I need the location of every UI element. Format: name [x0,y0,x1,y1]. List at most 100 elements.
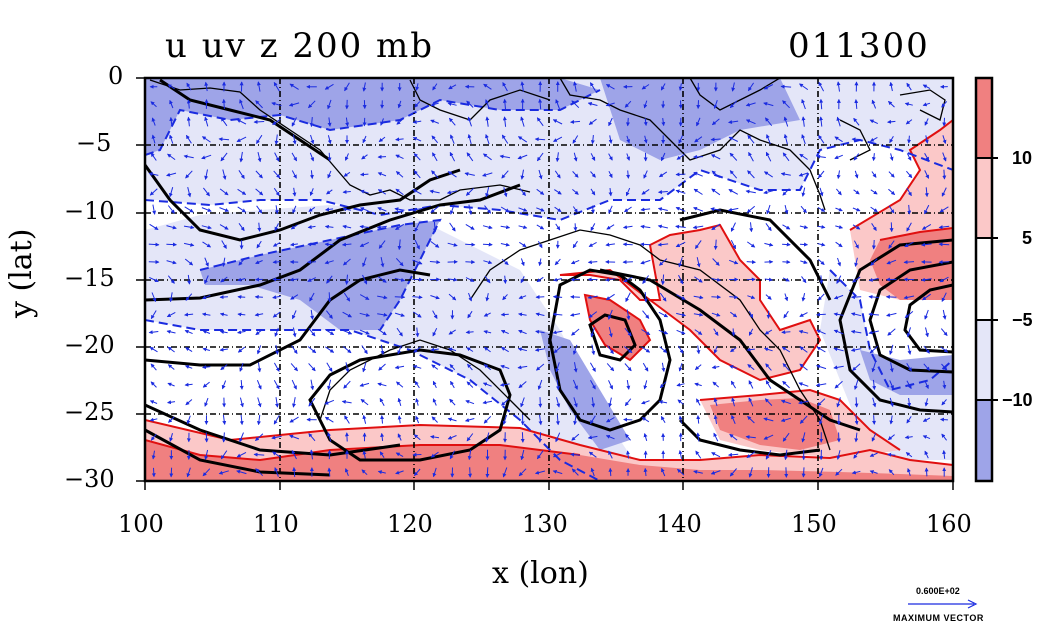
x-tick-label: 100 [118,510,164,538]
wind-vector [395,381,404,388]
wind-vector [625,292,631,303]
wind-vector [377,328,387,336]
wind-vector [237,206,247,213]
wind-vector [432,83,438,91]
wind-vector [605,84,615,90]
wind-vector [534,137,546,142]
wind-vector [359,224,370,229]
wind-vector [713,328,719,336]
wind-vector [658,329,669,335]
wind-vector [552,469,563,475]
wind-vector [868,312,879,317]
wind-vector [710,470,721,475]
wind-vector [482,172,493,177]
wind-vector [815,382,827,387]
wind-vector [255,433,264,442]
wind-vector [520,432,525,443]
wind-vector [907,135,912,144]
wind-vector [485,99,490,109]
wind-vector [817,206,826,212]
wind-vector [380,344,385,355]
y-tick-label: −10 [64,197,115,225]
wind-vector [255,260,263,265]
wind-vector [590,188,596,196]
wind-vector [765,363,772,371]
wind-vector [501,134,509,144]
wind-vector [273,415,280,425]
wind-vector [273,170,281,179]
wind-vector [713,414,718,424]
wind-vector [222,414,227,425]
wind-vector [780,84,792,89]
wind-vector [448,293,457,301]
wind-vector [868,294,879,299]
wind-vector [694,382,702,387]
wind-vector [466,433,474,442]
wind-vector [520,116,525,127]
wind-vector [888,100,895,108]
wind-vector [432,398,437,406]
wind-vector [869,345,879,354]
wind-vector [555,432,561,443]
wind-vector [520,258,525,267]
x-tick-label: 120 [387,510,433,538]
wind-vector [362,414,367,424]
wind-vector [591,344,596,356]
wind-vector [397,345,402,355]
wind-vector [693,312,704,317]
wind-vector [166,225,177,230]
wind-vector [765,380,772,389]
wind-vector [570,452,580,457]
wind-vector [432,327,438,337]
wind-vector [412,259,423,265]
wind-vector [272,451,282,458]
wind-vector [836,450,841,460]
wind-vector [573,223,578,232]
wind-vector [237,277,246,282]
wind-vector [783,116,789,127]
wind-vector [729,295,739,300]
wind-vector [537,379,543,390]
wind-vector [642,362,649,372]
wind-vector [289,416,299,423]
wind-vector [274,205,279,215]
wind-vector [764,398,773,406]
wind-vector [623,276,633,283]
wind-vector [291,117,297,127]
wind-vector [482,153,492,161]
wind-vector [467,116,472,127]
wind-vector [168,187,174,198]
wind-vector [186,116,191,127]
wind-vector [291,449,297,460]
wind-vector [183,242,195,247]
wind-vector [782,188,790,196]
wind-vector [394,207,405,212]
wind-vector [536,450,544,460]
wind-vector [869,119,879,125]
wind-vector [657,242,669,247]
colorbar-swatch [976,78,992,158]
wind-vector [169,433,174,442]
wind-vector [782,152,790,162]
wind-vector [555,414,560,426]
wind-vector [184,258,194,266]
wind-vector [657,224,669,229]
wind-vector [307,277,317,282]
x-tick-label: 110 [253,510,299,538]
wind-vector [938,225,950,230]
wind-vector [745,189,756,194]
wind-vector [710,207,721,212]
wind-vector [184,365,193,369]
wind-vector [921,277,932,282]
wind-vector [219,347,228,352]
wind-vector [816,154,826,159]
wind-vector [676,153,685,160]
wind-vector [255,468,264,477]
wind-vector [747,415,755,424]
wind-vector [711,223,721,231]
wind-vector [168,416,175,423]
x-tick-label: 140 [656,510,702,538]
wind-vector [676,312,686,317]
wind-vector [938,260,950,265]
wind-vector [553,346,562,354]
